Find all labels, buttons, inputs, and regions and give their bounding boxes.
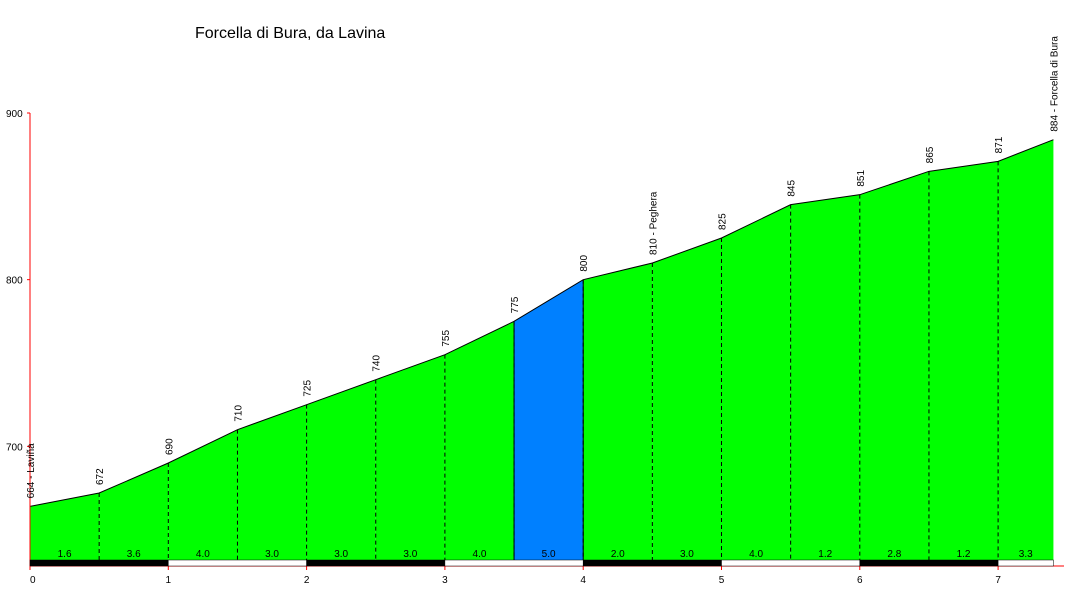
profile-segment-area bbox=[859, 171, 929, 564]
x-tick-label: 5 bbox=[719, 575, 725, 586]
segment-gradient-label: 3.0 bbox=[680, 549, 694, 560]
segment-divider-layer bbox=[98, 161, 999, 563]
km-bar-segment bbox=[997, 559, 1054, 567]
x-tick-label: 0 bbox=[30, 575, 36, 586]
profile-segment-area bbox=[998, 139, 1054, 563]
elevation-point-label: 800 bbox=[579, 255, 590, 272]
elevation-point-label: 740 bbox=[372, 355, 383, 372]
chart-title: Forcella di Bura, da Lavina bbox=[195, 25, 385, 42]
x-tick-label: 6 bbox=[857, 575, 863, 586]
segment-gradient-label: 3.3 bbox=[1019, 549, 1033, 560]
elevation-point-label: 884 - Forcella di Bura bbox=[1049, 36, 1060, 132]
profile-segment-area bbox=[30, 493, 100, 563]
segment-gradient-label: 4.0 bbox=[473, 549, 487, 560]
x-tick-label: 2 bbox=[304, 575, 310, 586]
elevation-point-label: 825 bbox=[718, 213, 729, 230]
segment-gradient-label: 5.0 bbox=[542, 549, 556, 560]
y-tick-label: 700 bbox=[6, 442, 23, 453]
point-label-layer: 664 - Laviña 672 690 710 725 740 755 775 800 810 … bbox=[26, 36, 1060, 499]
profile-segment-area bbox=[306, 379, 376, 563]
segment-gradient-label: 3.0 bbox=[265, 549, 279, 560]
elevation-point-label: 871 bbox=[994, 136, 1005, 153]
km-bar-segment bbox=[444, 559, 584, 567]
segment-gradient-label: 4.0 bbox=[749, 549, 763, 560]
elevation-point-label: 755 bbox=[441, 330, 452, 347]
elevation-point-label: 672 bbox=[95, 468, 106, 485]
tick-label-layer: 700 800 900 0 1 2 3 4 5 6 7 bbox=[6, 109, 1001, 586]
segment-gradient-label: 3.6 bbox=[127, 549, 141, 560]
gradient-label-layer: 1.6 3.6 4.0 3.0 3.0 3.0 4.0 5.0 2.0 3.0 4.0 1.2 2.8 1… bbox=[58, 549, 1034, 560]
elevation-point-label: 845 bbox=[787, 180, 798, 197]
segment-gradient-label: 1.2 bbox=[818, 549, 832, 560]
profile-segment-area bbox=[583, 263, 653, 563]
profile-line bbox=[29, 139, 1054, 507]
profile-segment-area bbox=[514, 279, 584, 563]
elevation-point-label: 865 bbox=[925, 146, 936, 163]
segment-gradient-label: 1.6 bbox=[58, 549, 72, 560]
segment-gradient-label: 3.0 bbox=[334, 549, 348, 560]
profile-segment-area bbox=[375, 354, 445, 563]
profile-segment-area bbox=[168, 429, 238, 563]
elevation-point-label: 775 bbox=[510, 296, 521, 313]
segment-gradient-label: 2.0 bbox=[611, 549, 625, 560]
km-bar-segment bbox=[582, 559, 722, 567]
y-tick-label: 900 bbox=[6, 109, 23, 120]
segment-gradient-label: 1.2 bbox=[957, 549, 971, 560]
km-bar-segment bbox=[721, 559, 861, 567]
profile-segment-area bbox=[721, 204, 791, 563]
segment-gradient-label: 4.0 bbox=[196, 549, 210, 560]
profile-segment-area bbox=[237, 404, 307, 563]
km-bar-segment bbox=[306, 559, 446, 567]
profile-segment-area bbox=[790, 194, 860, 563]
elevation-point-label: 725 bbox=[303, 380, 314, 397]
profile-segment-area bbox=[444, 321, 515, 563]
x-tick-label: 1 bbox=[166, 575, 172, 586]
profile-segment-area bbox=[652, 238, 722, 563]
segment-gradient-label: 2.8 bbox=[887, 549, 901, 560]
km-bar-segment bbox=[859, 559, 999, 567]
elevation-point-label: 710 bbox=[233, 405, 244, 422]
y-tick-label: 800 bbox=[6, 276, 23, 287]
x-tick-label: 7 bbox=[995, 575, 1001, 586]
km-bar-layer bbox=[29, 559, 1054, 567]
profile-outline-layer bbox=[29, 139, 1054, 507]
elevation-point-label: 810 - Peghera bbox=[648, 191, 659, 255]
elevation-point-label: 690 bbox=[164, 438, 175, 455]
profile-segment-area bbox=[928, 161, 999, 564]
segment-gradient-label: 3.0 bbox=[403, 549, 417, 560]
profile-fill-layer bbox=[30, 139, 1054, 564]
x-tick-label: 4 bbox=[580, 575, 586, 586]
km-bar-segment bbox=[29, 559, 169, 567]
km-bar-segment bbox=[168, 559, 307, 567]
elevation-point-label: 664 - Laviña bbox=[26, 443, 37, 498]
elevation-point-label: 851 bbox=[856, 170, 867, 187]
x-tick-label: 3 bbox=[442, 575, 448, 586]
profile-segment-area bbox=[99, 463, 169, 563]
